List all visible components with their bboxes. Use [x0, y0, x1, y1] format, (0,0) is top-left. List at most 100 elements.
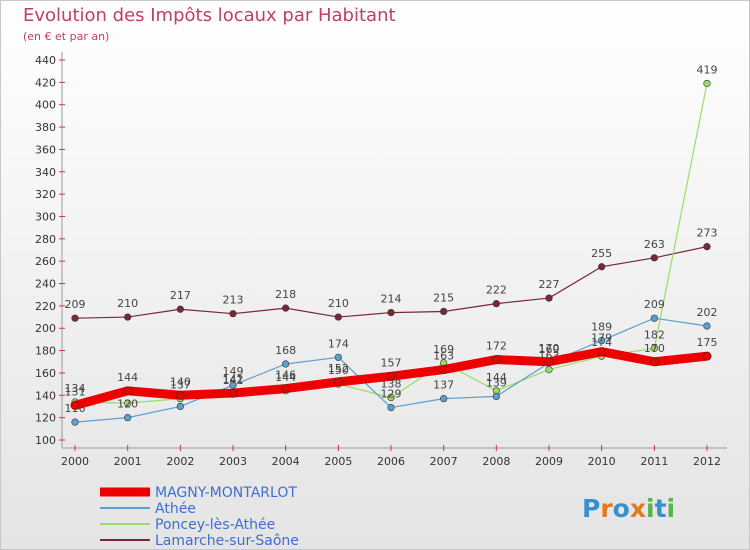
data-point	[650, 314, 658, 322]
data-point	[334, 313, 342, 321]
data-point	[71, 314, 79, 322]
data-point	[545, 365, 553, 374]
x-tick-label: 2012	[693, 455, 721, 468]
data-point	[71, 418, 79, 426]
data-label: 163	[433, 350, 454, 363]
x-tick-label: 2003	[219, 455, 247, 468]
data-point	[544, 357, 554, 367]
data-point	[123, 386, 132, 396]
data-point	[440, 307, 448, 316]
x-tick-label: 2008	[482, 455, 510, 468]
data-label: 170	[644, 342, 665, 355]
data-label: 210	[117, 297, 138, 310]
legend-label: Poncey-lès-Athée	[155, 517, 275, 533]
data-point	[282, 304, 290, 312]
data-point	[703, 322, 711, 330]
data-point	[492, 392, 500, 401]
data-point	[650, 357, 659, 367]
series-ath-e: 116120149168174129137139169189209202	[65, 298, 718, 426]
data-label: 134	[65, 382, 86, 395]
data-point	[281, 384, 290, 393]
data-point	[176, 305, 184, 313]
x-tick-label: 2011	[640, 455, 668, 468]
data-label: 217	[170, 289, 191, 302]
data-label: 170	[539, 342, 560, 355]
data-point	[124, 313, 132, 321]
data-label: 137	[433, 379, 454, 392]
brand-letter: x	[630, 494, 646, 523]
data-point	[492, 355, 501, 364]
y-tick-label: 160	[35, 367, 56, 380]
data-label: 209	[65, 298, 86, 311]
data-point	[229, 310, 237, 318]
data-label: 169	[433, 343, 454, 356]
y-tick-label: 140	[35, 389, 56, 402]
data-point	[492, 300, 500, 308]
data-label: 144	[486, 371, 507, 384]
data-point	[229, 381, 237, 389]
data-label: 179	[591, 332, 612, 345]
brand-letter: i	[667, 494, 676, 523]
data-label: 157	[381, 356, 402, 369]
data-label: 129	[381, 388, 402, 401]
data-point	[598, 263, 606, 271]
data-label: 137	[170, 379, 191, 392]
brand-letter: i	[646, 494, 655, 523]
data-label: 169	[539, 343, 560, 356]
data-label: 213	[223, 294, 244, 307]
data-point	[334, 353, 342, 361]
data-point	[650, 344, 658, 352]
data-label: 146	[275, 369, 296, 382]
data-point	[386, 371, 396, 381]
y-tick-label: 200	[35, 322, 56, 335]
data-label: 222	[486, 284, 507, 297]
y-tick-label: 220	[35, 300, 56, 313]
y-tick-label: 440	[35, 54, 56, 67]
data-label: 172	[486, 340, 507, 353]
data-point	[387, 308, 395, 317]
data-label: 255	[591, 247, 612, 260]
data-label: 120	[117, 398, 138, 411]
data-label: 273	[697, 227, 718, 240]
data-label: 144	[117, 371, 138, 384]
legend-label: Athée	[155, 501, 196, 517]
y-tick-label: 300	[35, 210, 56, 223]
data-point	[228, 388, 238, 398]
x-tick-label: 2001	[114, 455, 142, 468]
data-label: 168	[275, 344, 296, 357]
data-point	[598, 336, 606, 345]
data-point	[439, 365, 448, 374]
data-label: 141	[223, 374, 244, 387]
data-point	[124, 414, 132, 422]
x-tick-label: 2007	[430, 455, 458, 468]
data-label: 419	[697, 63, 718, 76]
data-point	[334, 377, 343, 387]
legend: MAGNY-MONTARLOTAthéePoncey-lès-AthéeLama…	[100, 485, 299, 549]
data-label: 214	[381, 293, 402, 306]
data-label: 142	[223, 373, 244, 386]
brand-letter: P	[582, 494, 600, 523]
y-tick-label: 180	[35, 345, 56, 358]
data-point	[387, 403, 395, 412]
y-tick-label: 400	[35, 99, 56, 112]
data-point	[545, 294, 553, 302]
data-label: 202	[697, 306, 718, 319]
data-label: 209	[644, 298, 665, 311]
data-point	[702, 351, 712, 361]
y-tick-label: 260	[35, 255, 56, 268]
y-tick-label: 360	[35, 143, 56, 156]
y-tick-label: 380	[35, 121, 56, 134]
data-point	[387, 393, 395, 402]
data-point	[282, 360, 290, 368]
data-label: 174	[328, 337, 349, 350]
data-label: 140	[170, 375, 191, 388]
chart-title: Evolution des Impôts locaux par Habitant	[23, 5, 396, 26]
data-label: 150	[328, 364, 349, 377]
x-tick-label: 2002	[166, 455, 194, 468]
data-point	[176, 390, 185, 400]
y-tick-label: 420	[35, 76, 56, 89]
data-label: 182	[644, 328, 665, 341]
y-tick-label: 340	[35, 166, 56, 179]
